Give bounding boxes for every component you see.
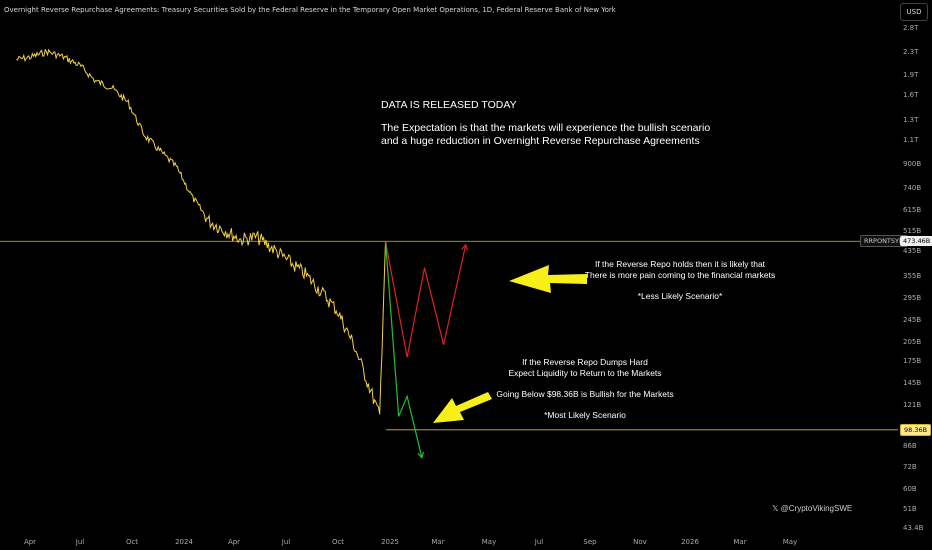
y-tick-label: 900B [903,160,922,169]
author-watermark: 𝕏 @CryptoVikingSWE [772,504,853,513]
bullish-projection-line [384,241,423,458]
y-tick-label: 1.9T [903,70,919,79]
y-tick-label: 175B [903,356,922,365]
currency-button[interactable]: USD [900,3,928,21]
expectation-line-1: The Expectation is that the markets will… [381,122,711,134]
chart-title: Overnight Reverse Repurchase Agreements:… [4,6,616,14]
x-tick-label: Nov [633,538,647,546]
bearish-projection-line [384,241,467,358]
y-tick-label: 2.8T [903,24,919,32]
x-tick-label: Apr [227,538,241,546]
y-tick-label: 435B [903,247,922,256]
y-tick-label: 1.1T [903,136,919,145]
y-tick-label: 355B [903,271,922,280]
y-tick-label: 295B [903,294,922,303]
x-tick-label: Jul [75,538,85,546]
x-tick-label: 2026 [681,538,699,546]
y-tick-label: 60B [903,485,917,494]
target-value-badge: 98.36B [900,424,932,436]
x-tick-label: 2025 [381,538,399,546]
x-tick-label: Oct [331,538,345,546]
y-tick-label: 51B [903,504,917,513]
y-tick-label: 43.4B [903,524,924,532]
data-series-line [16,48,386,415]
y-tick-label: 205B [903,337,922,346]
y-tick-label: 1.6T [903,91,919,100]
bullish-line-3: Going Below $98.36B is Bullish for the M… [496,389,674,399]
bearish-line-2: There is more pain coming to the financi… [584,270,776,280]
y-tick-label: 515B [903,227,922,236]
x-tick-label: Jul [281,538,291,546]
x-tick-label: May [782,538,798,546]
expectation-line-2: and a huge reduction in Overnight Revers… [381,135,700,147]
y-tick-label: 145B [903,379,922,388]
bullish-projection-arrowhead [417,451,425,459]
x-tick-label: Mar [431,538,445,546]
headline-note: DATA IS RELEASED TODAY The Expectation i… [381,99,710,148]
bullish-line-4: *Most Likely Scenario [544,410,626,420]
bearish-note: If the Reverse Repo holds then it is lik… [560,259,800,302]
y-tick-label: 72B [903,463,917,472]
y-tick-label: 1.3T [903,116,919,125]
x-tick-label: May [481,538,497,546]
x-tick-label: Oct [125,538,139,546]
y-tick-label: 615B [903,205,922,214]
headline-text: DATA IS RELEASED TODAY [381,99,517,111]
x-tick-label: Mar [733,538,747,546]
bearish-line-1: If the Reverse Repo holds then it is lik… [594,259,766,269]
y-tick-label: 2.3T [903,47,919,56]
bullish-note: If the Reverse Repo Dumps Hard Expect Li… [475,357,695,421]
bearish-pointer-arrow [509,265,587,293]
bullish-line-2: Expect Liquidity to Return to the Market… [508,368,662,378]
bullish-line-1: If the Reverse Repo Dumps Hard [522,357,648,367]
y-tick-label: 245B [903,316,922,325]
y-tick-label: 121B [903,400,922,409]
projection-layer [384,241,587,459]
x-tick-label: Jul [534,538,544,546]
bearish-projection-arrowhead [461,243,468,251]
bearish-line-3: *Less Likely Scenario* [637,291,723,301]
y-tick-label: 86B [903,441,917,450]
x-tick-label: Sep [583,538,597,546]
x-tick-label: Apr [23,538,37,546]
current-value-badge: 473.46B [900,236,932,246]
bullish-pointer-arrow [433,392,492,423]
x-tick-label: 2024 [175,538,193,546]
series-layer [16,48,386,415]
y-tick-label: 740B [903,183,922,192]
